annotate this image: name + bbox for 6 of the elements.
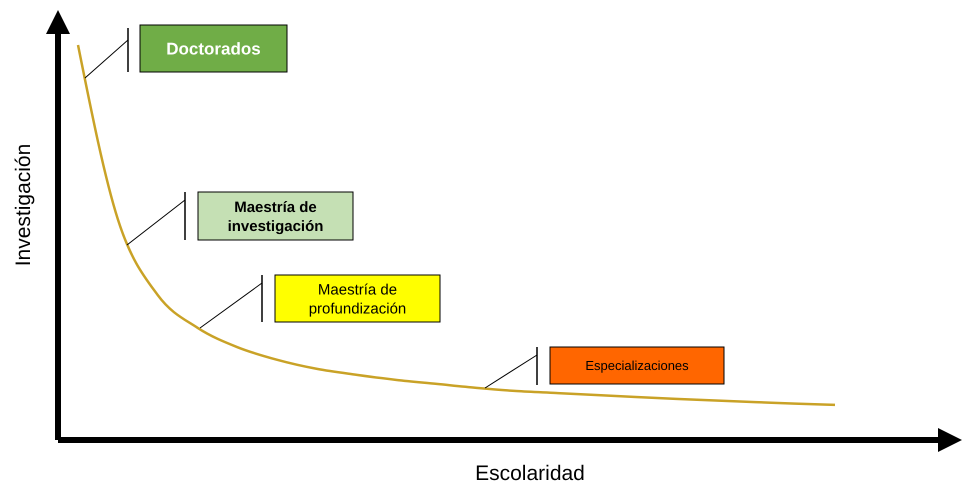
x-axis-title: Escolaridad	[475, 462, 585, 485]
y-axis-title: Investigación	[12, 144, 35, 266]
annotation: Maestría de investigación	[228, 198, 324, 235]
annotation: Especializaciones	[585, 358, 690, 374]
annotation: Doctorados	[166, 39, 261, 58]
annotation: Maestría de profundización	[308, 281, 406, 318]
